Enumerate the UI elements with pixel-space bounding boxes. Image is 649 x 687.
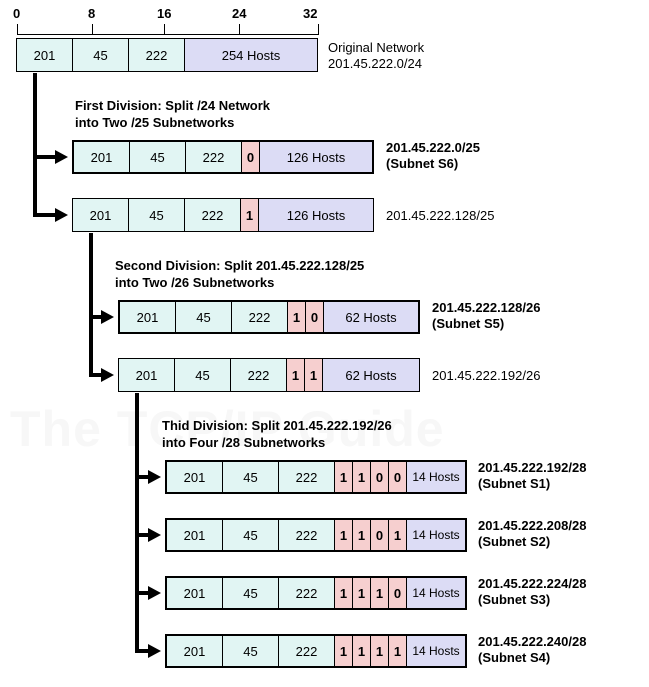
connector <box>33 73 37 213</box>
bar-div2-0: 201 45 222 1 0 62 Hosts <box>118 300 420 334</box>
label-div3-1: 201.45.222.208/28(Subnet S2) <box>478 518 586 551</box>
octet: 45 <box>73 39 129 71</box>
arrow-icon <box>148 470 161 484</box>
bar-div3-1: 201 45 222 1 1 0 1 14 Hosts <box>165 518 467 552</box>
bar-div3-0: 201 45 222 1 1 0 0 14 Hosts <box>165 460 467 494</box>
octet: 222 <box>129 39 185 71</box>
label-div3-3: 201.45.222.240/28(Subnet S4) <box>478 634 586 667</box>
hosts: 254 Hosts <box>185 39 317 71</box>
label-div2-1: 201.45.222.192/26 <box>432 368 540 384</box>
arrow-icon <box>148 586 161 600</box>
label-original: Original Network201.45.222.0/24 <box>328 40 424 73</box>
title-div2: Second Division: Split 201.45.222.128/25… <box>115 258 364 292</box>
arrow-icon <box>101 368 114 382</box>
label-div2-0: 201.45.222.128/26(Subnet S5) <box>432 300 540 333</box>
bar-div1-1: 201 45 222 1 126 Hosts <box>72 198 374 232</box>
bar-div2-1: 201 45 222 1 1 62 Hosts <box>118 358 420 392</box>
title-div1: First Division: Split /24 Networkinto Tw… <box>75 98 270 132</box>
bar-div1-0: 201 45 222 0 126 Hosts <box>72 140 374 174</box>
connector <box>89 233 93 375</box>
label-div3-2: 201.45.222.224/28(Subnet S3) <box>478 576 586 609</box>
bar-original: 201 45 222 254 Hosts <box>16 38 318 72</box>
arrow-icon <box>55 208 68 222</box>
title-div3: Thid Division: Split 201.45.222.192/26in… <box>162 418 392 452</box>
label-div3-0: 201.45.222.192/28(Subnet S1) <box>478 460 586 493</box>
connector <box>135 393 139 653</box>
octet: 201 <box>17 39 73 71</box>
arrow-icon <box>148 528 161 542</box>
label-div1-0: 201.45.222.0/25(Subnet S6) <box>386 140 480 173</box>
arrow-icon <box>148 644 161 658</box>
arrow-icon <box>55 150 68 164</box>
label-div1-1: 201.45.222.128/25 <box>386 208 494 224</box>
arrow-icon <box>101 310 114 324</box>
bar-div3-3: 201 45 222 1 1 1 1 14 Hosts <box>165 634 467 668</box>
bar-div3-2: 201 45 222 1 1 1 0 14 Hosts <box>165 576 467 610</box>
